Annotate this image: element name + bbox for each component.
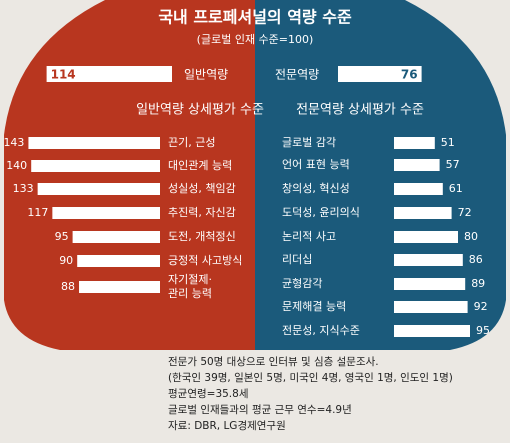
bar bbox=[46, 66, 172, 82]
value-label: 140 bbox=[6, 159, 27, 172]
value-label: 76 bbox=[401, 68, 418, 82]
category-label: 대인관계 능력 bbox=[168, 159, 232, 172]
category-label: 자기절제· 관리 능력 bbox=[168, 273, 212, 300]
bar bbox=[72, 231, 160, 243]
bar bbox=[394, 159, 440, 171]
bar bbox=[77, 255, 160, 267]
subtitle: (글로벌 인재 수준=100) bbox=[197, 33, 314, 46]
bar bbox=[394, 231, 458, 243]
note: 글로벌 인재들과의 평균 근무 연수=4.9년 bbox=[168, 404, 352, 416]
value-label: 72 bbox=[458, 206, 472, 219]
value-label: 80 bbox=[464, 230, 478, 243]
chart-title: 국내 프로페셔널의 역량 수준 bbox=[158, 8, 352, 27]
bar bbox=[28, 137, 160, 149]
category-label: 리더십 bbox=[282, 253, 312, 266]
category-label: 전문성, 지식수준 bbox=[282, 324, 360, 337]
section-title: 일반역량 상세평가 수준 bbox=[136, 103, 264, 118]
bar bbox=[394, 207, 452, 219]
bar bbox=[37, 183, 160, 195]
category-label: 문제해결 능력 bbox=[282, 299, 346, 313]
bar bbox=[394, 254, 463, 266]
value-label: 90 bbox=[59, 254, 73, 267]
value-label: 57 bbox=[446, 158, 460, 171]
bar bbox=[79, 281, 160, 293]
category-label: 전문역량 bbox=[275, 68, 319, 82]
category-label: 일반역량 bbox=[184, 68, 228, 82]
note: (한국인 39명, 일본인 5명, 미국인 4명, 영국인 1명, 인도인 1명… bbox=[168, 371, 453, 384]
value-label: 61 bbox=[449, 182, 463, 195]
note: 자료: DBR, LG경제연구원 bbox=[168, 419, 286, 432]
category-label: 창의성, 혁신성 bbox=[282, 182, 350, 195]
value-label: 143 bbox=[3, 136, 24, 149]
note: 전문가 50명 대상으로 인터뷰 및 심층 설문조사. bbox=[168, 356, 379, 368]
value-label: 89 bbox=[471, 277, 485, 290]
category-label: 언어 표현 능력 bbox=[282, 158, 350, 171]
bar bbox=[394, 278, 466, 290]
right-panel bbox=[255, 0, 506, 350]
value-label: 95 bbox=[55, 230, 69, 243]
bar bbox=[52, 207, 160, 219]
bar bbox=[394, 325, 470, 337]
category-label: 도전, 개척정신 bbox=[168, 230, 236, 243]
value-label: 117 bbox=[27, 206, 48, 219]
category-label: 균형감각 bbox=[282, 277, 322, 290]
category-label: 논리적 사고 bbox=[282, 230, 336, 243]
category-label: 추진력, 자신감 bbox=[168, 206, 236, 219]
value-label: 86 bbox=[469, 253, 483, 266]
section-title: 전문역량 상세평가 수준 bbox=[296, 103, 424, 118]
bar bbox=[394, 183, 443, 195]
value-label: 88 bbox=[61, 280, 75, 293]
value-label: 95 bbox=[476, 324, 490, 337]
left-panel bbox=[4, 0, 255, 350]
bar bbox=[31, 160, 161, 172]
value-label: 51 bbox=[441, 136, 455, 149]
category-label: 끈기, 근성 bbox=[168, 136, 215, 149]
category-label: 도덕성, 윤리의식 bbox=[282, 206, 360, 219]
bar bbox=[338, 66, 422, 82]
value-label: 92 bbox=[474, 300, 488, 313]
bar bbox=[394, 301, 468, 313]
note: 평균연령=35.8세 bbox=[168, 388, 248, 400]
value-label: 114 bbox=[51, 68, 76, 82]
category-label: 긍정적 사고방식 bbox=[168, 254, 242, 267]
bar bbox=[394, 137, 435, 149]
value-label: 133 bbox=[13, 182, 34, 195]
category-label: 성실성, 책임감 bbox=[168, 182, 236, 195]
category-label: 글로벌 감각 bbox=[282, 136, 336, 149]
